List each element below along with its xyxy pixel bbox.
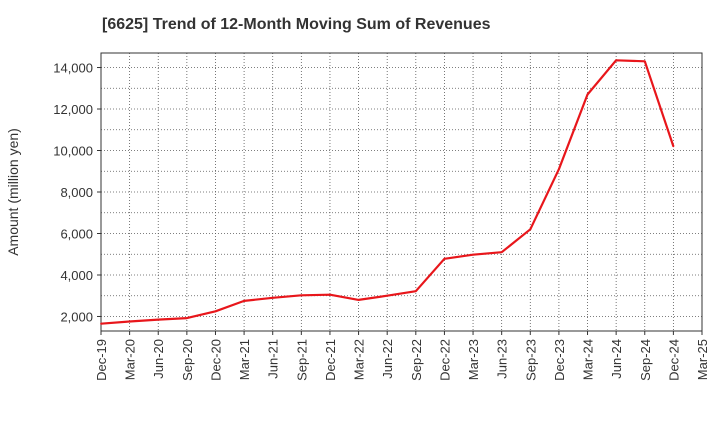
data-point — [558, 168, 560, 171]
data-point — [414, 290, 417, 293]
x-tick-label: Dec-19 — [94, 339, 109, 381]
x-tick-label: Dec-20 — [208, 339, 223, 381]
x-tick-label: Jun-24 — [609, 339, 624, 379]
x-tick-label: Mar-23 — [466, 339, 481, 380]
x-tick-label: Dec-21 — [323, 339, 338, 381]
data-point — [329, 293, 331, 296]
data-point — [643, 60, 646, 63]
x-tick-label: Dec-24 — [666, 339, 681, 381]
x-tick-label: Sep-20 — [180, 339, 195, 381]
x-tick-label: Mar-25 — [695, 339, 710, 380]
data-point — [100, 322, 102, 325]
data-point — [615, 59, 618, 62]
data-point — [128, 320, 131, 323]
x-tick-label: Sep-24 — [638, 339, 653, 381]
data-point — [472, 253, 474, 256]
data-point — [357, 298, 360, 301]
x-tick-label: Mar-24 — [581, 339, 596, 380]
x-tick-label: Jun-22 — [380, 339, 395, 379]
x-tick-label: Mar-21 — [237, 339, 252, 380]
data-point — [300, 294, 303, 297]
x-tick-label: Dec-23 — [552, 339, 567, 381]
x-tick-label: Jun-23 — [495, 339, 510, 379]
data-point — [443, 257, 446, 260]
y-tick-label: 6,000 — [60, 226, 93, 241]
data-point — [529, 228, 532, 231]
y-axis-label: Amount (million yen) — [5, 128, 21, 256]
y-tick-label: 4,000 — [60, 268, 93, 283]
x-tick-label: Sep-22 — [409, 339, 424, 381]
x-tick-label: Dec-22 — [437, 339, 452, 381]
y-tick-label: 10,000 — [53, 144, 93, 159]
data-point — [586, 93, 589, 96]
x-tick-label: Jun-21 — [266, 339, 281, 379]
data-point — [157, 318, 160, 321]
x-tick-label: Mar-22 — [352, 339, 367, 380]
data-point — [243, 300, 245, 302]
x-tick-label: Mar-20 — [123, 339, 138, 380]
data-point — [271, 296, 274, 299]
data-point — [185, 317, 188, 320]
x-tick-label: Sep-23 — [523, 339, 538, 381]
y-tick-label: 2,000 — [60, 309, 93, 324]
data-point — [500, 251, 503, 254]
y-tick-label: 8,000 — [60, 185, 93, 200]
data-point — [386, 294, 389, 297]
y-tick-label: 12,000 — [53, 102, 93, 117]
x-tick-label: Sep-21 — [294, 339, 309, 381]
y-tick-label: 14,000 — [53, 61, 93, 76]
data-point — [214, 310, 217, 313]
x-tick-label: Jun-20 — [151, 339, 166, 379]
chart-title: [6625] Trend of 12-Month Moving Sum of R… — [102, 16, 491, 33]
data-point — [672, 145, 675, 148]
